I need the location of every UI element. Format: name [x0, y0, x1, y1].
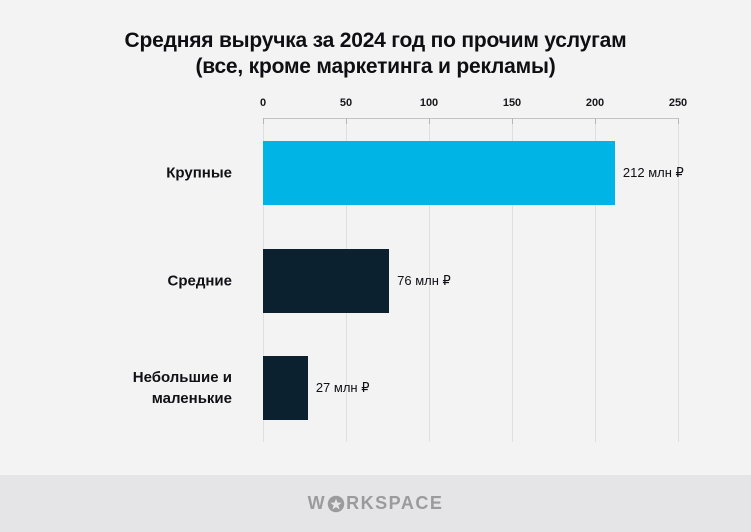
star-circle-icon [327, 495, 345, 512]
category-label-0: Крупные [166, 164, 232, 182]
footer: W RKSPACE [0, 475, 751, 532]
chart-title: Средняя выручка за 2024 год по прочим ус… [0, 28, 751, 80]
bar-0 [263, 141, 615, 205]
axis-tick-label: 0 [259, 97, 267, 109]
gridline [429, 119, 430, 442]
logo-text-prefix: W [307, 493, 327, 513]
axis-tick-label: 250 [668, 97, 688, 109]
category-label-2: Небольшие и маленькие [132, 369, 232, 407]
gridline [678, 119, 679, 442]
axis-tick [429, 118, 430, 124]
chart-title-line1: Средняя выручка за 2024 год по прочим ус… [124, 29, 627, 52]
value-label-1: 76 млн ₽ [397, 272, 451, 288]
chart-title-line2: (все, кроме маркетинга и рекламы) [195, 55, 556, 78]
gridline [512, 119, 513, 442]
workspace-logo: W RKSPACE [308, 493, 444, 514]
bar-1 [263, 248, 390, 313]
axis-tick-label: 200 [585, 97, 605, 109]
axis-tick [263, 118, 264, 124]
logo-text-suffix: RKSPACE [346, 493, 444, 513]
axis-tick [512, 118, 513, 124]
axis-tick-label: 100 [419, 97, 439, 109]
axis-tick [346, 118, 347, 124]
category-label-1: Средние [167, 272, 232, 289]
axis-tick-label: 50 [339, 97, 353, 109]
value-label-0: 212 млн ₽ [622, 165, 684, 180]
x-axis-line [263, 118, 678, 119]
gridline [595, 119, 596, 442]
bar-chart: 0 50 100 150 200 250 Крупные 212 млн ₽ Средние 76… [132, 97, 688, 442]
axis-tick [595, 118, 596, 124]
bar-2 [263, 356, 308, 420]
axis-tick-label: 150 [502, 97, 522, 109]
axis-tick [678, 118, 679, 124]
value-label-2: 27 млн ₽ [315, 380, 370, 395]
